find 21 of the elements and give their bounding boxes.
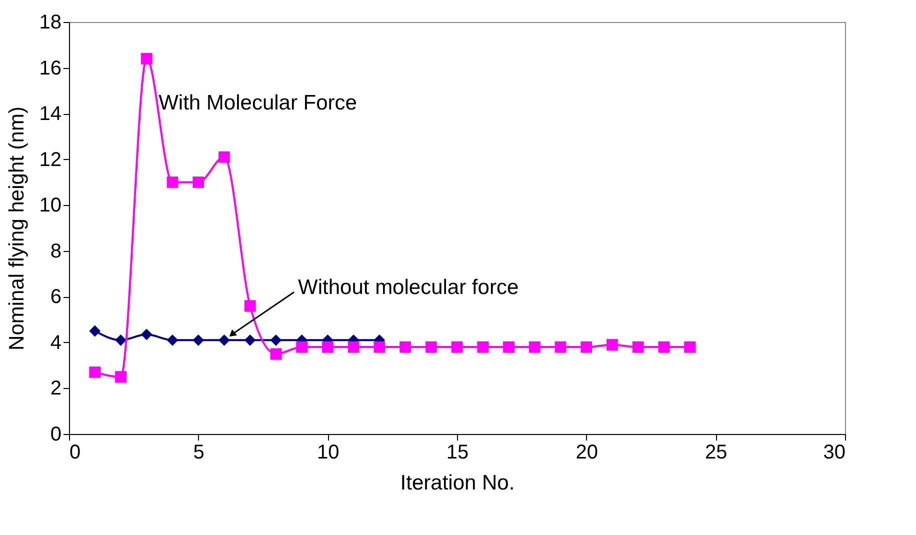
x-tick-label: 25 — [705, 442, 728, 464]
x-tick-label: 20 — [576, 442, 598, 464]
x-axis-title: Iteration No. — [400, 472, 515, 494]
y-tick-label: 12 — [39, 148, 62, 171]
series-label: Without molecular force — [298, 276, 519, 300]
y-tick-label: 8 — [50, 240, 62, 262]
y-tick-label: 6 — [50, 286, 62, 308]
y-tick-label: 4 — [50, 332, 62, 354]
y-tick-label: 14 — [39, 103, 62, 126]
x-tick-label: 15 — [446, 442, 469, 464]
y-tick-label: 16 — [39, 57, 62, 80]
x-tick-label: 30 — [823, 442, 846, 464]
y-tick-label: 2 — [50, 378, 62, 400]
y-axis-title: Nominal flying height (nm) — [5, 106, 28, 350]
x-tick-label: 5 — [193, 442, 204, 464]
y-tick-label: 18 — [39, 12, 62, 34]
x-tick-label: 0 — [70, 442, 81, 464]
series-label: With Molecular Force — [158, 92, 357, 115]
y-tick-label: 0 — [50, 424, 62, 446]
y-tick-label: 10 — [39, 194, 62, 217]
x-tick-label: 10 — [317, 442, 340, 464]
